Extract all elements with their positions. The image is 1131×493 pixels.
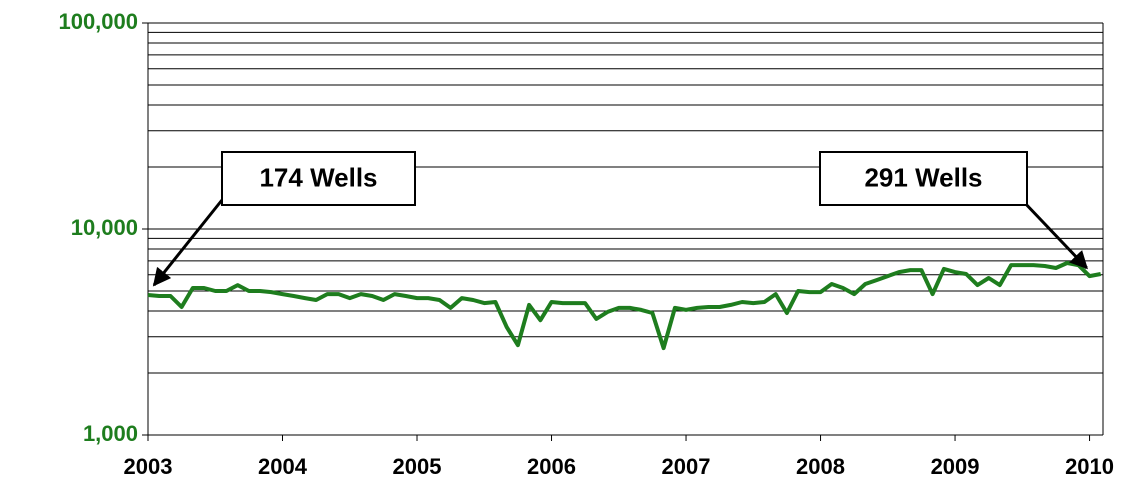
annotation-text: 291 Wells — [864, 162, 982, 192]
x-tick-label: 2010 — [1065, 454, 1114, 479]
x-tick-label: 2004 — [258, 454, 308, 479]
annotation-box — [221, 151, 416, 206]
x-tick-label: 2006 — [527, 454, 576, 479]
y-tick-label: 10,000 — [71, 215, 138, 240]
x-tick-label: 2007 — [662, 454, 711, 479]
x-tick-label: 2003 — [124, 454, 173, 479]
annotation-arrow — [1020, 198, 1088, 270]
x-tick-label: 2005 — [393, 454, 442, 479]
data-line — [147, 261, 1102, 351]
y-tick-label: 100,000 — [58, 9, 138, 34]
x-tick-label: 2009 — [931, 454, 980, 479]
annotation-text: 174 Wells — [259, 162, 377, 192]
y-tick-label: 1,000 — [83, 421, 138, 446]
x-tick-label: 2008 — [796, 454, 845, 479]
annotation-box — [819, 151, 1028, 206]
annotation-arrow — [152, 199, 224, 287]
